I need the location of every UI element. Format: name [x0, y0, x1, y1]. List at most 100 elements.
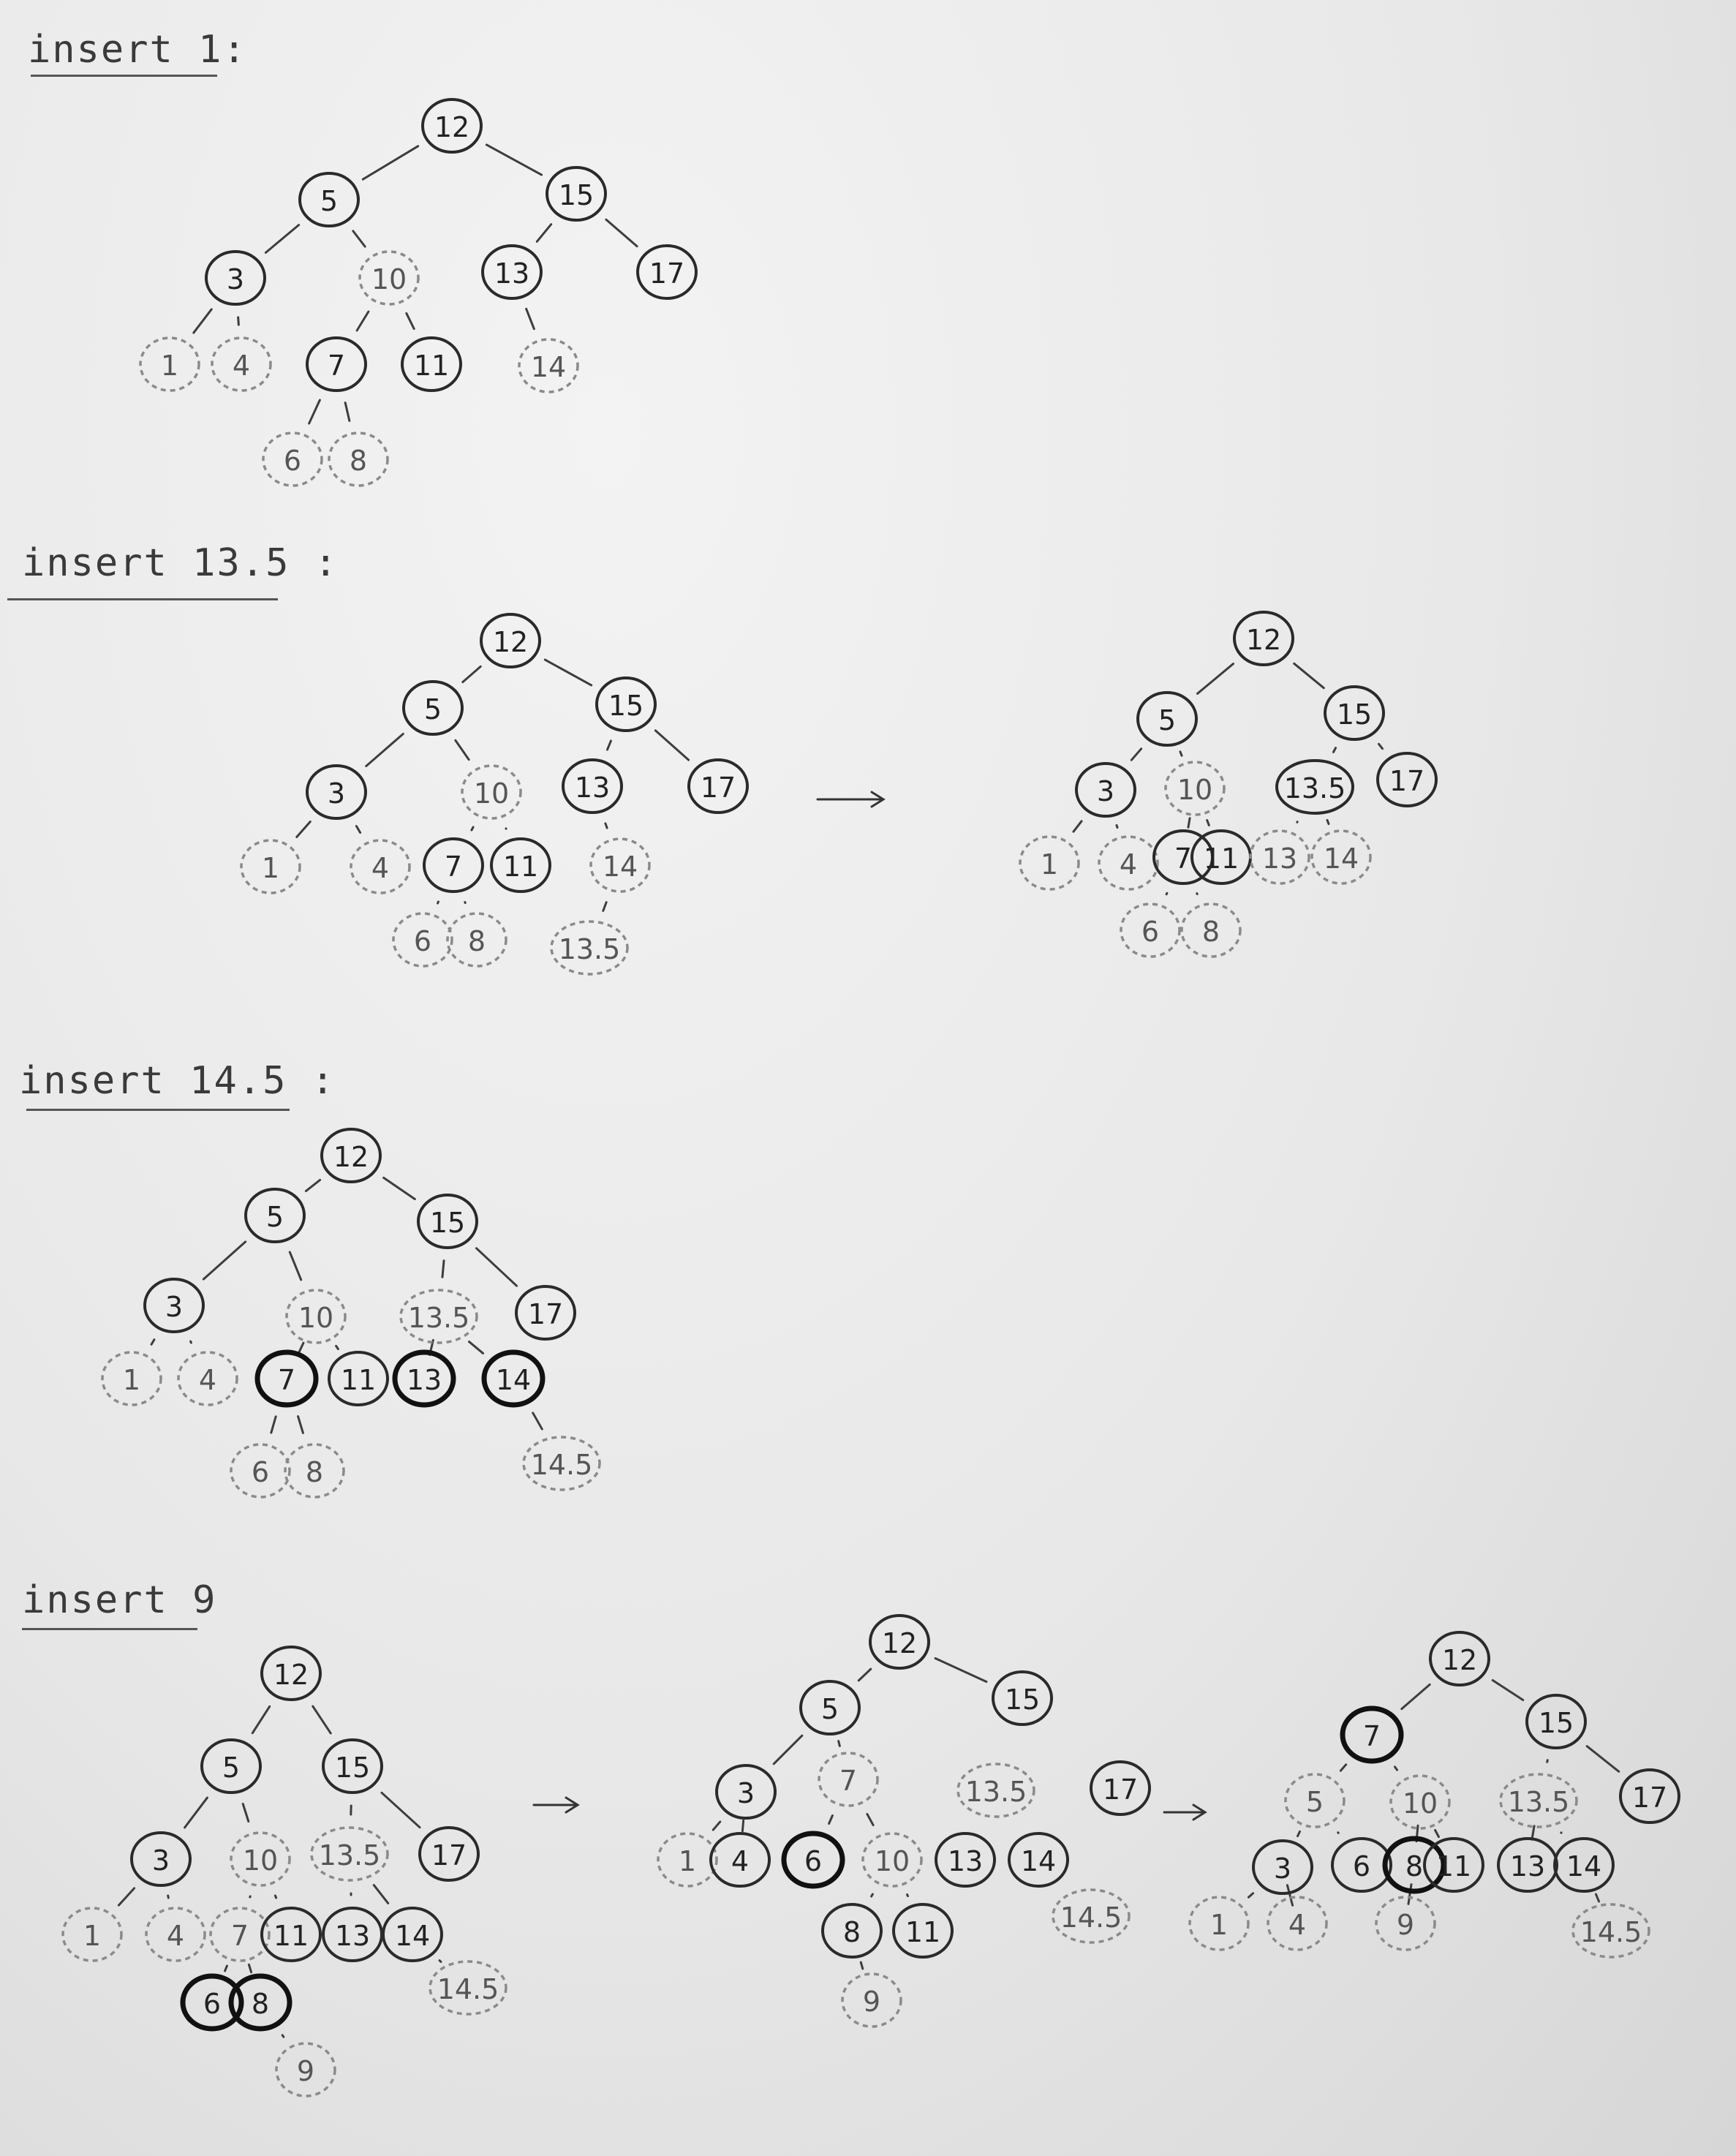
node-label: 17	[1632, 1782, 1667, 1814]
edge-n3-n4	[741, 1819, 745, 1833]
node-circle	[515, 1285, 576, 1341]
node-label: 15	[608, 690, 644, 722]
node-circle	[935, 1832, 996, 1888]
node-circle	[228, 1973, 293, 2032]
node-circle	[1310, 829, 1372, 885]
node-n145: 14.5	[429, 1960, 507, 2016]
node-label: 9	[297, 2055, 314, 2087]
node-n17: 17	[1090, 1760, 1151, 1816]
node-n9: 9	[1375, 1896, 1436, 1951]
node-n17: 17	[636, 244, 698, 300]
node-circle	[230, 1443, 291, 1499]
node-label: 11	[341, 1364, 376, 1396]
node-n3: 3	[205, 250, 266, 306]
node-n8: 8	[821, 1903, 883, 1959]
node-label: 13	[575, 772, 610, 804]
node-n12: 12	[869, 1614, 930, 1670]
node-circle	[518, 338, 579, 393]
tree-insert-14-5-0: 125 153 10 13.5 171 4 7 11 13 146 8 14.5	[101, 1128, 601, 1499]
node-n145: 14.5	[522, 1436, 601, 1491]
node-n10: 10	[285, 1289, 347, 1344]
node-circle	[1375, 1896, 1436, 1951]
node-n13: 13	[935, 1832, 996, 1888]
node-label: 14.5	[1060, 1901, 1122, 1934]
edge-n5-n3	[365, 732, 404, 768]
node-n10: 10	[1164, 761, 1226, 816]
tree-insert-9-0: 125 153 10 13.5 171 4 7 11 13 146 8 14.59	[61, 1646, 507, 2097]
node-circle	[589, 837, 651, 893]
node-n15: 15	[992, 1670, 1053, 1726]
edge-n13-n14	[525, 307, 535, 331]
edge-n3-n1	[150, 1338, 156, 1346]
edge-n15-n17	[380, 1791, 421, 1829]
node-circle	[1275, 759, 1354, 815]
edge-n5-n10	[241, 1803, 250, 1823]
node-circle	[1019, 835, 1080, 891]
node-label: 6	[284, 445, 301, 477]
node-n14: 14	[518, 338, 579, 393]
node-n12: 12	[1429, 1631, 1490, 1686]
node-label: 10	[474, 777, 509, 810]
node-n1: 1	[139, 336, 200, 392]
node-n7: 7	[306, 336, 367, 392]
edge-n7-n10	[866, 1812, 875, 1827]
node-label: 3	[227, 263, 244, 295]
edge-n3-n1	[1072, 820, 1083, 833]
node-circle	[399, 1289, 478, 1344]
edge-n3-n4	[167, 1894, 170, 1899]
node-label: 8	[843, 1916, 861, 1948]
node-n9: 9	[841, 1972, 902, 2028]
node-label: 6	[203, 1988, 221, 2020]
edge-n12-n15	[934, 1656, 988, 1684]
node-label: 11	[273, 1920, 309, 1952]
edge-n135-n14	[372, 1884, 390, 1904]
edge-n3-n1	[1247, 1892, 1255, 1899]
node-circle	[821, 1903, 883, 1959]
node-n10: 10	[230, 1831, 291, 1887]
node-label: 10	[243, 1844, 278, 1877]
node-n6: 6	[392, 912, 453, 968]
node-circle	[421, 98, 483, 154]
node-n7: 7	[1340, 1705, 1404, 1764]
node-circle	[461, 764, 522, 820]
edge-n12-n5	[251, 1705, 271, 1735]
node-n3: 3	[143, 1278, 205, 1333]
node-n15: 15	[322, 1738, 383, 1794]
node-label: 15	[335, 1752, 370, 1784]
node-label: 11	[503, 851, 538, 883]
heading-insert-13-5: insert 13.5 :	[22, 541, 339, 585]
node-label: 1	[123, 1364, 140, 1396]
edge-n3-n4	[237, 316, 240, 326]
node-circle	[1075, 762, 1136, 818]
node-n3: 3	[715, 1764, 777, 1820]
node-label: 5	[424, 693, 442, 725]
node-circle	[1429, 1631, 1490, 1686]
node-label: 13.5	[965, 1776, 1027, 1808]
node-label: 3	[165, 1291, 183, 1323]
edge-n10-n8	[870, 1893, 874, 1898]
node-circle	[992, 1670, 1053, 1726]
node-n5: 5	[200, 1738, 262, 1794]
node-n17: 17	[1376, 752, 1438, 807]
node-label: 6	[414, 925, 431, 957]
node-n6: 6	[262, 431, 323, 487]
node-label: 13	[407, 1364, 442, 1396]
node-circle	[139, 336, 200, 392]
edge-n14-n145	[1594, 1893, 1601, 1903]
node-label: 8	[306, 1456, 323, 1488]
node-n3: 3	[306, 764, 367, 820]
node-n7: 7	[1152, 829, 1214, 885]
node-label: 3	[328, 777, 345, 810]
node-label: 8	[1202, 916, 1220, 948]
node-circle	[392, 1349, 456, 1408]
node-circle	[715, 1764, 777, 1820]
node-circle	[1324, 685, 1385, 741]
section-insert-1: 125 153 10 13 171 4 7 11 146 8	[139, 98, 698, 487]
node-n14: 14	[589, 837, 651, 893]
heading-insert-9: insert 9	[22, 1578, 217, 1622]
edge-n13-n14	[604, 822, 608, 829]
node-n1: 1	[657, 1832, 718, 1888]
node-n6: 6	[230, 1443, 291, 1499]
node-label: 13.5	[408, 1302, 470, 1334]
edge-n7-n8	[247, 1963, 253, 1974]
